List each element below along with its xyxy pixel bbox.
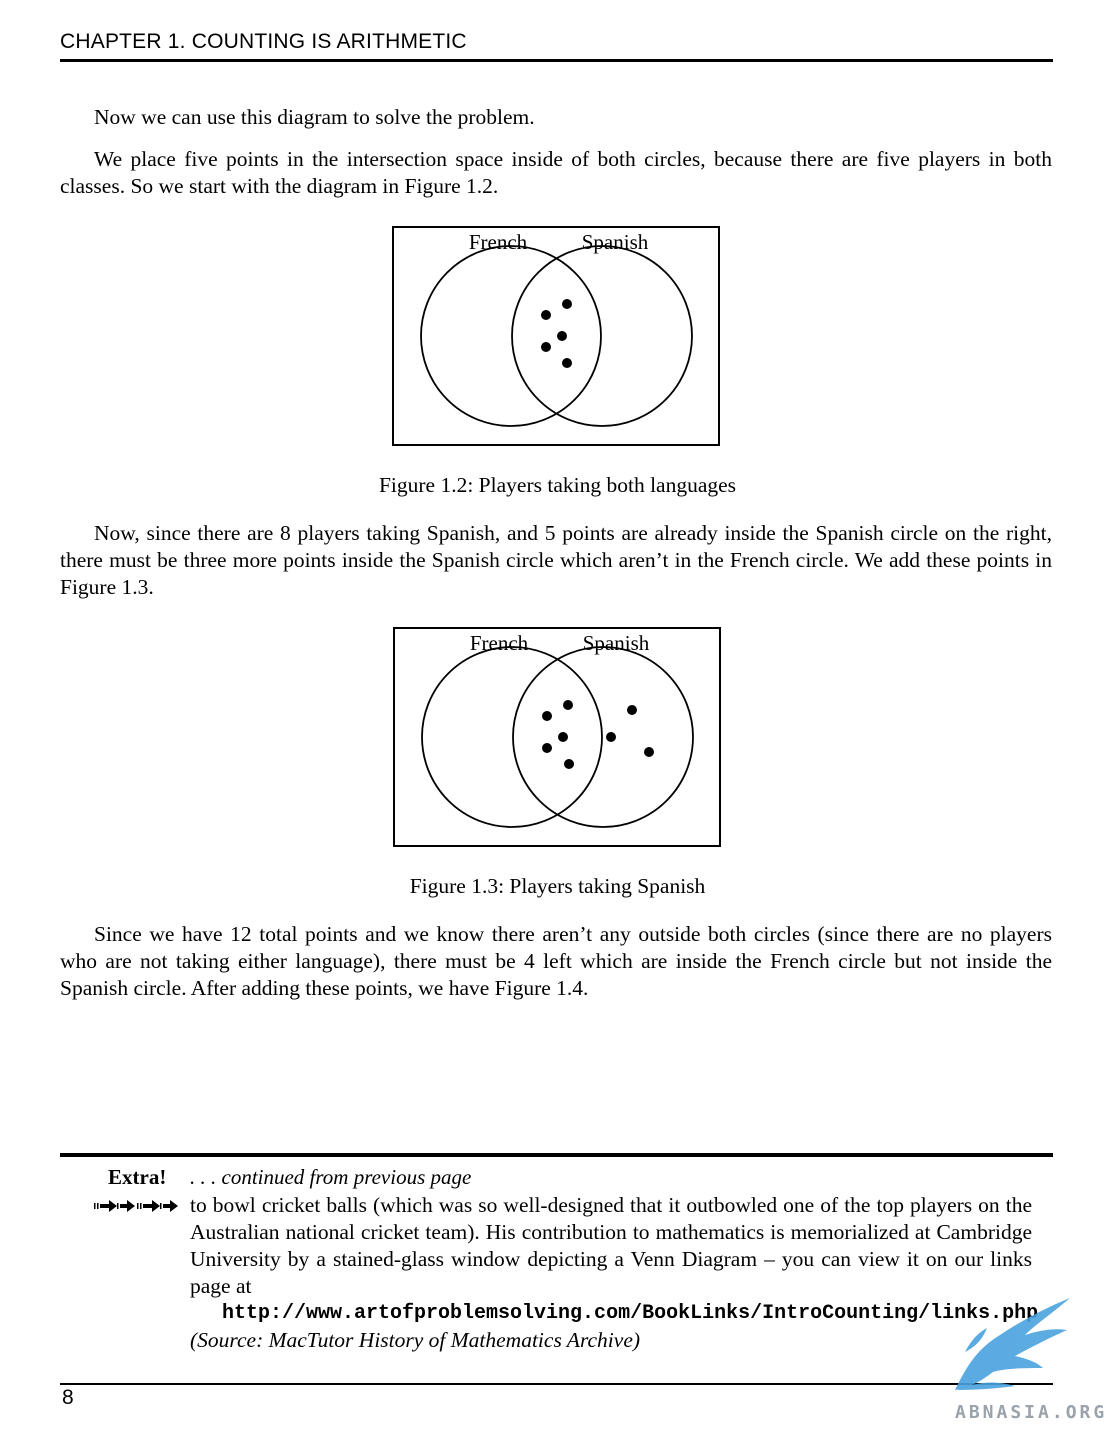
venn-diagram-figure-1-2: French Spanish [392,226,720,446]
extra-text: to bowl cricket balls (which was so well… [190,1193,1032,1298]
point-spanish-only [627,705,637,715]
bird-logo-icon [945,1290,1075,1404]
paragraph-1: Now we can use this diagram to solve the… [94,105,535,129]
point-both [562,358,572,368]
paragraph-2: We place five points in the intersection… [60,147,1052,198]
arrows-icon [94,1198,180,1217]
footer-rule [60,1383,1053,1385]
point-both [558,732,568,742]
spanish-circle [512,646,694,828]
header-rule [60,59,1053,62]
point-spanish-only [644,747,654,757]
venn-diagram-svg: French Spanish [420,230,693,427]
extra-source: (Source: MacTutor History of Mathematics… [190,1328,641,1352]
point-both [562,299,572,309]
figure-1-3-caption: Figure 1.3: Players taking Spanish [409,874,706,898]
point-both [541,310,551,320]
extra-label: Extra! [108,1165,167,1189]
point-both [557,331,567,341]
french-label: French [469,230,528,254]
venn-diagram-figure-1-3: French Spanish [393,627,721,847]
point-both [564,759,574,769]
french-label: French [470,631,529,655]
spanish-label: Spanish [583,631,650,655]
paragraph-4: Since we have 12 total points and we kno… [60,922,1052,1000]
french-circle [420,245,602,427]
extra-continued: . . . continued from previous page [190,1165,472,1189]
page-number: 8 [62,1386,74,1409]
extra-rule [60,1153,1053,1157]
point-both [541,342,551,352]
watermark-text: ABNASIA.ORG [955,1402,1108,1423]
paragraph-3: Now, since there are 8 players taking Sp… [60,521,1052,599]
figure-1-2-caption: Figure 1.2: Players taking both language… [378,473,737,497]
spanish-label: Spanish [582,230,649,254]
spanish-circle [511,245,693,427]
point-both [563,700,573,710]
venn-diagram-svg: French Spanish [421,631,694,828]
chapter-header: CHAPTER 1. COUNTING IS ARITHMETIC [60,30,467,53]
point-both [542,711,552,721]
point-spanish-only [606,732,616,742]
links-url[interactable]: http://www.artofproblemsolving.com/BookL… [222,1302,1039,1325]
french-circle [421,646,603,828]
point-both [542,743,552,753]
